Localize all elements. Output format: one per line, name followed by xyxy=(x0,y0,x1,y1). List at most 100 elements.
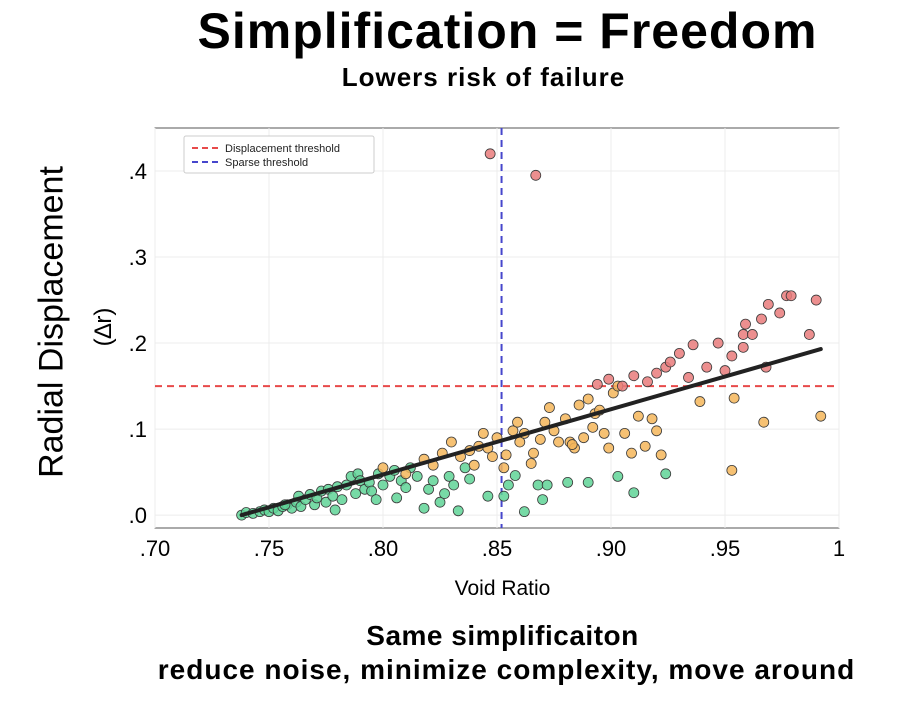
data-point xyxy=(726,464,738,476)
chart-title: Simplification = Freedom xyxy=(197,3,818,59)
data-point xyxy=(400,482,412,493)
data-point xyxy=(377,462,389,474)
data-point xyxy=(617,380,628,392)
data-point xyxy=(785,290,797,302)
data-point xyxy=(512,416,523,428)
data-point xyxy=(528,447,539,459)
data-point xyxy=(541,479,553,491)
data-point xyxy=(391,492,403,504)
data-point xyxy=(639,440,651,452)
data-point xyxy=(482,490,494,502)
x-tick-label: .85 xyxy=(482,536,513,561)
data-point xyxy=(459,462,471,474)
data-point xyxy=(810,294,822,306)
data-point xyxy=(562,477,574,488)
y-tick-label: .1 xyxy=(129,417,147,442)
data-point xyxy=(487,451,498,463)
data-point xyxy=(664,356,676,368)
data-point xyxy=(632,410,644,422)
data-point xyxy=(530,169,542,181)
data-point xyxy=(737,329,749,340)
chart-subtitle: Lowers risk of failure xyxy=(341,62,626,92)
data-point xyxy=(701,361,713,373)
data-point xyxy=(758,416,770,428)
data-point xyxy=(651,367,662,379)
data-point xyxy=(320,496,332,508)
data-point xyxy=(674,347,685,359)
x-axis-label: Void Ratio xyxy=(454,577,551,600)
data-point xyxy=(464,473,476,485)
footer-line-2: reduce noise, minimize complexity, move … xyxy=(157,654,856,685)
data-point xyxy=(746,329,758,340)
data-point xyxy=(694,396,706,407)
data-point xyxy=(603,373,615,385)
data-point xyxy=(537,494,548,506)
data-point xyxy=(573,399,585,411)
data-point xyxy=(655,449,667,461)
data-point xyxy=(366,485,378,497)
data-point xyxy=(445,436,457,448)
data-point xyxy=(651,425,662,437)
data-point xyxy=(502,479,514,491)
data-point xyxy=(336,494,348,506)
data-point xyxy=(439,488,450,499)
data-point xyxy=(544,402,555,413)
data-point xyxy=(534,433,546,445)
data-point xyxy=(712,337,724,349)
data-point xyxy=(443,470,455,482)
data-point xyxy=(587,421,599,433)
data-point xyxy=(728,392,740,404)
data-point xyxy=(553,436,564,448)
y-tick-label: .2 xyxy=(129,331,147,356)
data-point xyxy=(815,410,827,422)
data-point xyxy=(803,329,815,340)
footer-line-1: Same simplificaiton xyxy=(366,620,639,651)
data-point xyxy=(484,148,496,160)
trend-line xyxy=(239,347,823,518)
data-point xyxy=(687,339,699,351)
data-point xyxy=(452,505,464,517)
data-point xyxy=(582,477,594,488)
data-point xyxy=(591,378,603,390)
legend-box xyxy=(183,135,375,174)
data-point xyxy=(498,490,510,502)
data-point xyxy=(756,313,767,325)
y-tick-label: .3 xyxy=(129,245,147,270)
y-tick-label: .0 xyxy=(129,503,147,528)
x-tick-label: .90 xyxy=(596,536,627,561)
data-point xyxy=(646,413,658,425)
y-tick-label: .4 xyxy=(129,159,147,184)
data-point xyxy=(737,341,749,353)
data-point xyxy=(628,487,640,499)
x-tick-label: .70 xyxy=(140,536,171,561)
data-point xyxy=(518,506,530,518)
x-tick-label: 1 xyxy=(833,536,845,561)
legend-label: Sparse threshold xyxy=(225,157,308,169)
data-point xyxy=(525,458,537,469)
data-point xyxy=(612,470,624,482)
data-point xyxy=(628,370,640,382)
data-point xyxy=(660,468,672,480)
data-point xyxy=(762,298,774,310)
data-point xyxy=(418,502,430,514)
data-point xyxy=(566,439,578,450)
data-point xyxy=(500,449,512,461)
data-point xyxy=(423,483,435,495)
data-point xyxy=(448,479,460,491)
data-point xyxy=(477,427,489,439)
data-point xyxy=(642,376,653,388)
data-point xyxy=(740,318,751,330)
data-point xyxy=(578,432,590,444)
data-point xyxy=(427,475,439,487)
data-point xyxy=(327,490,339,502)
data-point xyxy=(598,427,610,439)
data-point xyxy=(619,427,631,439)
data-point xyxy=(603,442,615,454)
data-point xyxy=(329,504,341,516)
data-point xyxy=(370,494,382,506)
data-point xyxy=(411,470,423,482)
data-point xyxy=(498,462,510,474)
x-tick-label: .80 xyxy=(368,536,399,561)
data-point xyxy=(468,459,480,471)
